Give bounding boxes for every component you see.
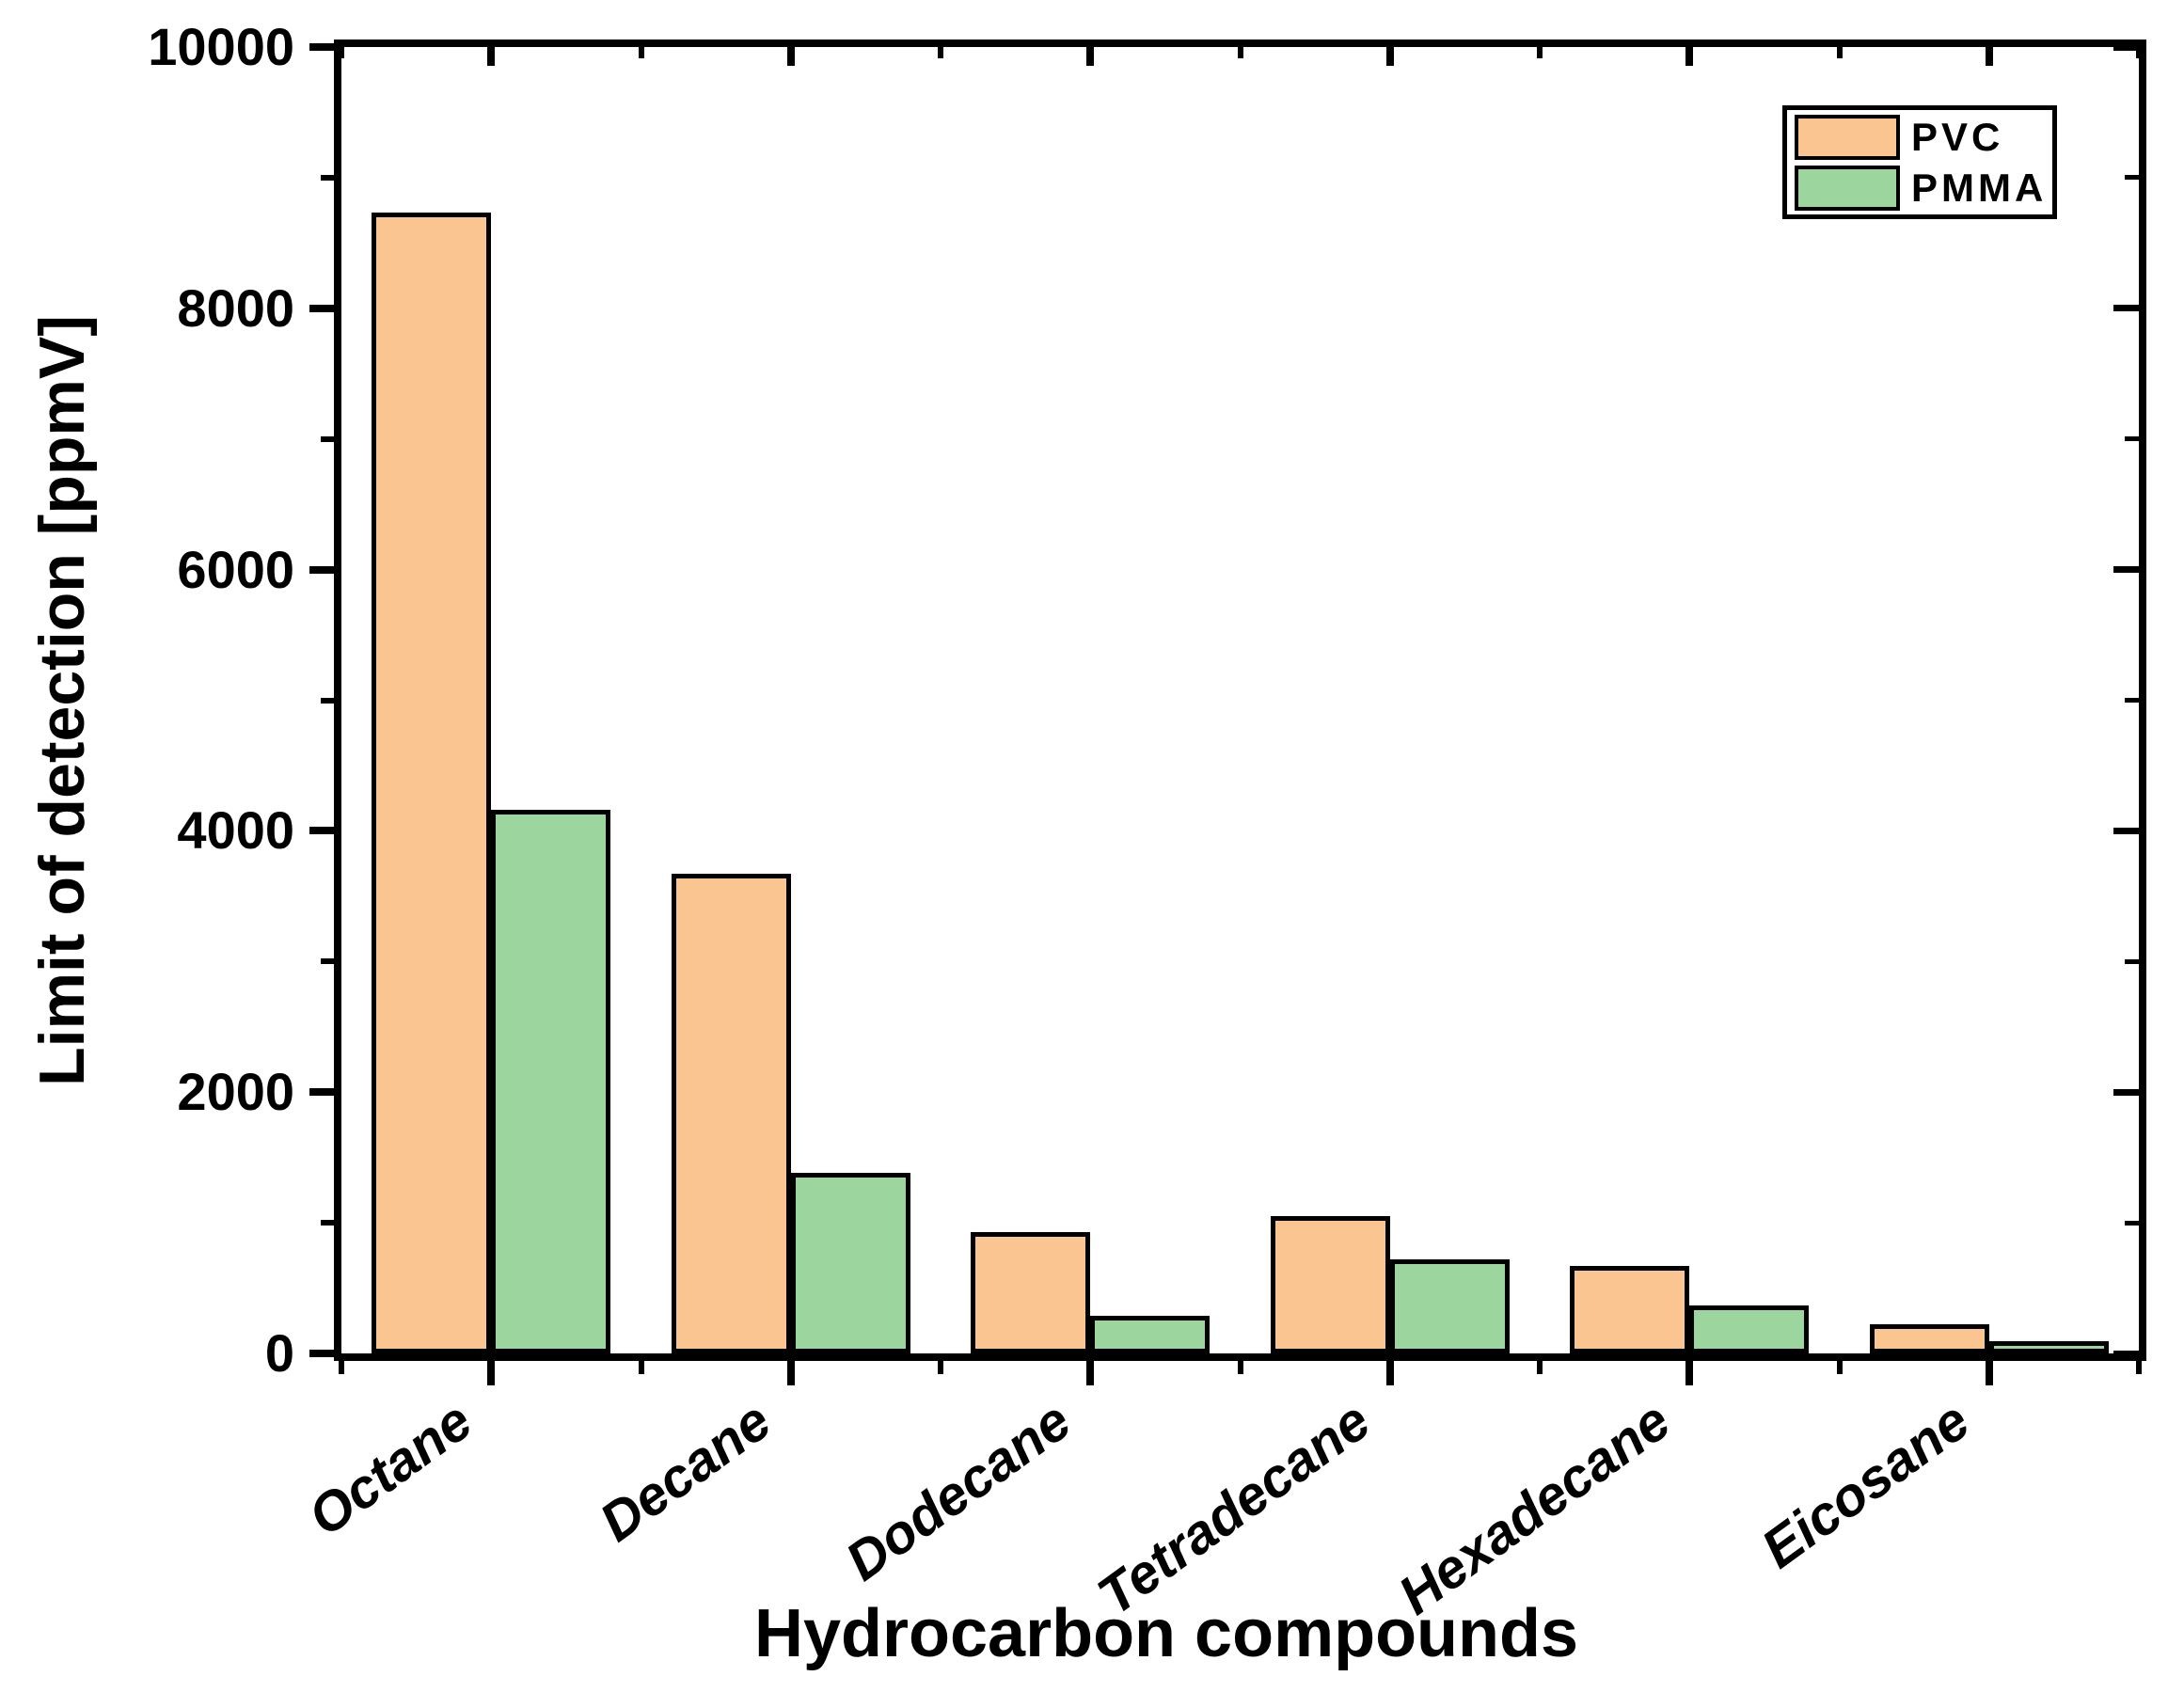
bar-pvc-tetradecane [1270,1216,1390,1353]
y-axis-major-tick-right [2113,566,2139,574]
legend-item-pvc: PVC [1795,114,2052,160]
bar-pvc-octane [372,213,492,1353]
legend-swatch-pvc [1795,114,1900,160]
bar-pvc-decane [671,874,791,1353]
x-category-label-hexadecane: Hexadecane [1387,1389,1682,1627]
bar-pvc-eicosane [1869,1324,1989,1353]
legend-label-pvc: PVC [1911,114,2004,159]
bar-pmma-decane [790,1173,910,1353]
y-axis-minor-tick [321,174,338,181]
legend-item-pmma: PMMA [1795,165,2052,211]
x-axis-major-tick-top [1985,47,1993,66]
x-axis-minor-tick [339,1357,344,1374]
y-axis-minor-tick-right [2125,1220,2139,1226]
y-axis-major-tick [309,827,338,835]
x-axis-minor-tick [638,1357,644,1374]
y-axis-minor-tick [321,435,338,442]
y-axis-major-tick-right [2113,305,2139,312]
x-axis-major-tick-top [487,47,496,66]
x-axis-minor-tick-top [1836,47,1843,58]
legend-swatch-pmma [1795,165,1900,211]
x-axis-minor-tick [2136,1357,2142,1374]
x-axis-minor-tick-top [638,47,644,58]
x-axis-minor-tick [1237,1357,1243,1374]
x-category-label-decane: Decane [589,1389,783,1554]
x-category-label-tetradecane: Tetradecane [1086,1389,1382,1627]
y-axis-major-tick-right [2113,1350,2139,1357]
y-axis-minor-tick [321,697,338,704]
x-axis-major-tick-top [1385,47,1394,66]
y-axis-major-tick-right [2113,827,2139,834]
x-axis-major-tick [487,1357,496,1385]
y-axis-major-tick-right [2113,1088,2139,1096]
y-tick-label-10000: 10000 [148,17,294,76]
y-tick-label-4000: 4000 [177,800,294,861]
x-axis-major-tick [1385,1357,1394,1385]
x-axis-major-tick [1086,1357,1095,1385]
bar-pmma-tetradecane [1389,1259,1510,1353]
bar-pmma-octane [491,810,611,1353]
x-axis-major-tick-top [1086,47,1095,66]
x-axis-minor-tick-top [1537,47,1543,58]
x-axis-minor-tick [1537,1357,1543,1374]
y-tick-label-6000: 6000 [177,539,294,599]
x-axis-major-tick [1985,1357,1993,1385]
y-axis-major-tick [309,1088,338,1097]
y-axis-minor-tick [321,1220,338,1226]
bar-pmma-dodecane [1090,1315,1211,1353]
x-axis-major-tick-top [1685,47,1694,66]
y-axis-major-tick [309,1350,338,1357]
x-category-label-octane: Octane [296,1389,483,1548]
y-axis-major-tick-right [2113,43,2139,51]
y-axis-minor-tick [321,958,338,965]
x-category-label-dodecane: Dodecane [834,1389,1083,1593]
bar-pvc-hexadecane [1570,1265,1690,1353]
y-axis-minor-tick-right [2125,698,2139,703]
x-axis-title: Hydrocarbon compounds [753,1596,1579,1671]
y-tick-label-2000: 2000 [177,1062,294,1122]
x-axis-major-tick [1685,1357,1694,1385]
x-axis-major-tick [786,1357,795,1385]
bar-pvc-dodecane [971,1231,1091,1353]
x-axis-minor-tick-top [938,47,943,58]
y-axis-minor-tick-right [2125,958,2139,964]
y-axis-major-tick [309,565,338,574]
y-axis-minor-tick-right [2125,175,2139,181]
y-axis-title: Limit of detection [ppmV] [26,315,98,1086]
y-axis-minor-tick-right [2125,436,2139,442]
x-axis-minor-tick-top [339,47,344,58]
legend: PVC PMMA [1782,105,2057,219]
legend-label-pmma: PMMA [1911,165,2048,210]
bar-pmma-eicosane [1988,1340,2109,1353]
x-axis-minor-tick-top [2136,47,2142,58]
x-axis-major-tick-top [786,47,795,66]
y-axis-major-tick [309,304,338,312]
x-axis-minor-tick [1836,1357,1843,1374]
y-axis-major-tick [309,43,338,51]
y-tick-label-8000: 8000 [177,277,294,338]
y-tick-label-0: 0 [264,1323,294,1383]
plot-area: 0 2000 4000 6000 8000 10000 Octane Decane Dodeca… [148,21,2142,1627]
bar-pmma-hexadecane [1689,1305,1810,1353]
x-axis-minor-tick-top [1237,47,1243,58]
x-category-label-eicosane: Eicosane [1750,1389,1981,1581]
x-axis-minor-tick [938,1357,943,1374]
